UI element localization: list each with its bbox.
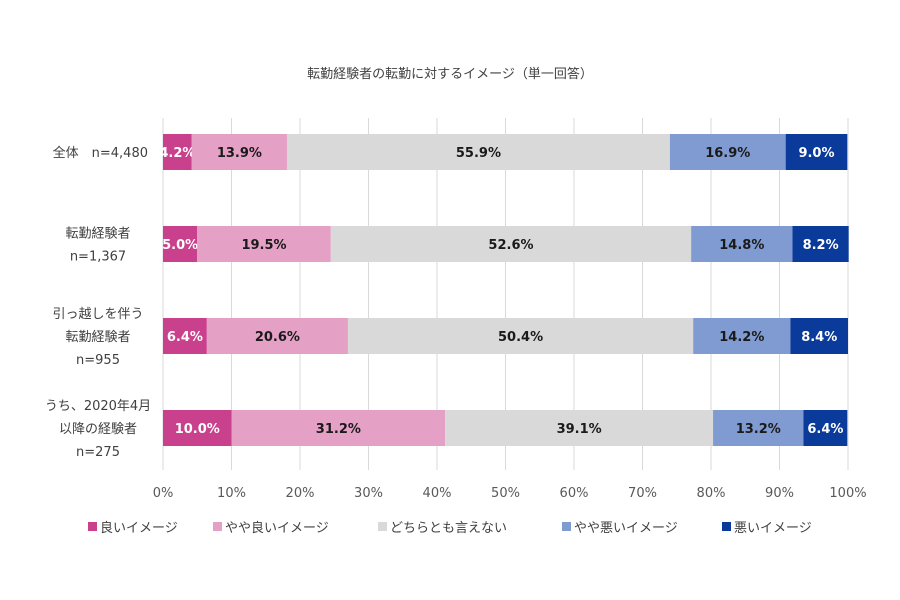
category-label: 以降の経験者 [59,422,137,437]
bar-segment [286,134,670,170]
bar-segment [163,318,207,354]
data-label: 9.0% [798,146,834,161]
category-label: 転勤経験者 [65,330,130,345]
x-tick-label: 80% [697,486,726,501]
bar-segment [669,134,786,170]
bar-segment [231,410,446,446]
legend-item: やや悪いイメージ [562,521,678,536]
legend: 良いイメージ やや良いイメージ どちらとも言えない やや悪いイメージ 悪いイメージ [88,520,812,536]
x-tick-label: 30% [354,486,383,501]
data-label: 6.4% [167,330,203,345]
bar-segment [191,134,287,170]
category-label: 全体 n=4,480 [53,145,148,161]
bar-segment [693,318,791,354]
legend-item: 良いイメージ [88,520,178,536]
bar-segment [691,226,793,262]
data-label: 39.1% [557,422,602,437]
bar-segment [803,410,848,446]
legend-label: 悪いイメージ [734,521,812,536]
legend-swatch [562,522,571,531]
category-label: うち、2020年4月 [45,399,151,414]
data-label: 55.9% [456,146,501,161]
legend-item: どちらとも言えない [378,521,507,536]
legend-label: やや悪いイメージ [574,521,678,536]
x-tick-label: 90% [765,486,794,501]
data-label: 14.2% [719,330,764,345]
data-label: 13.2% [736,422,781,437]
data-label: 16.9% [705,146,750,161]
category-label: n=275 [76,445,120,460]
legend-swatch [722,522,731,531]
bar-segment [197,226,331,262]
bar-segment [790,318,848,354]
category-label: n=955 [76,353,120,368]
x-tick-label: 70% [628,486,657,501]
bar-segment [713,410,804,446]
data-label: 10.0% [175,422,220,437]
bar-segment [347,318,694,354]
data-label: 31.2% [316,422,361,437]
data-label: 50.4% [498,330,543,345]
legend-label: どちらとも言えない [390,521,507,536]
x-tick-label: 10% [217,486,246,501]
legend-item: 悪いイメージ [722,521,812,536]
data-label: 8.2% [803,238,839,253]
data-label: 4.2% [159,146,195,161]
bars: 4.2% 13.9% 55.9% 16.9% 9.0% 5.0% 19.5% 52.6% 14.… [159,134,849,446]
category-label: 転勤経験者 [65,227,130,242]
legend-swatch [213,522,222,531]
x-tick-label: 40% [423,486,452,501]
data-label: 20.6% [255,330,300,345]
bar-segment [163,410,232,446]
category-label: 引っ越しを伴う [52,307,143,322]
legend-label: 良いイメージ [100,520,178,536]
bar-segment [163,226,198,262]
bar-segment [330,226,692,262]
x-tick-label: 0% [153,486,174,501]
legend-item: やや良いイメージ [213,520,329,536]
data-label: 6.4% [807,422,843,437]
data-label: 8.4% [801,330,837,345]
data-label: 14.8% [719,238,764,253]
data-label: 13.9% [217,146,262,161]
data-label: 52.6% [488,238,533,253]
legend-label: やや良いイメージ [225,520,329,536]
legend-swatch [88,522,97,531]
x-tick-label: 100% [829,486,866,501]
bar-segment [792,226,849,262]
data-label: 19.5% [241,238,286,253]
x-tick-label: 20% [286,486,315,501]
bar-segment [206,318,348,354]
chart-title: 転勤経験者の転勤に対するイメージ（単一回答） [307,66,593,82]
category-label: n=1,367 [70,250,126,265]
bar-segment [445,410,714,446]
data-label: 5.0% [162,238,198,253]
x-tick-label: 50% [491,486,520,501]
bar-segment [163,134,192,170]
legend-swatch [378,522,387,531]
x-axis-ticks: 0% 10% 20% 30% 40% 50% 60% 70% 80% 90% 100% [153,486,867,501]
bar-segment [785,134,848,170]
x-tick-label: 60% [560,486,589,501]
